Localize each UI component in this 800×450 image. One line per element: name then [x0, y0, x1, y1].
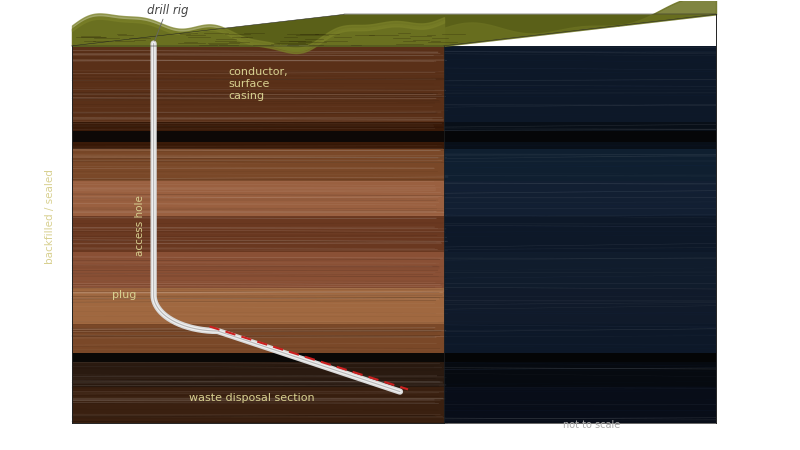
Polygon shape [444, 387, 716, 423]
Polygon shape [444, 131, 716, 142]
Polygon shape [444, 216, 716, 252]
Polygon shape [444, 122, 716, 149]
Polygon shape [444, 288, 716, 324]
Polygon shape [72, 324, 444, 360]
Text: plug: plug [112, 290, 136, 300]
Polygon shape [72, 14, 716, 46]
Polygon shape [444, 149, 716, 180]
Polygon shape [72, 360, 444, 387]
Polygon shape [444, 324, 716, 360]
Polygon shape [444, 46, 716, 122]
Text: conductor,
surface
casing: conductor, surface casing [228, 68, 288, 100]
Text: access hole: access hole [135, 195, 145, 256]
Text: waste disposal section: waste disposal section [189, 393, 315, 403]
Polygon shape [72, 180, 444, 216]
Polygon shape [444, 360, 716, 387]
Polygon shape [72, 216, 444, 252]
Polygon shape [444, 252, 716, 288]
Text: drill rig: drill rig [147, 4, 189, 17]
Polygon shape [72, 387, 444, 423]
Text: not to scale: not to scale [563, 420, 621, 430]
Polygon shape [72, 46, 444, 122]
Polygon shape [444, 353, 716, 362]
Polygon shape [72, 122, 444, 149]
Polygon shape [444, 180, 716, 216]
Polygon shape [72, 288, 444, 324]
Text: backfilled / sealed: backfilled / sealed [45, 169, 54, 264]
Polygon shape [72, 149, 444, 180]
Polygon shape [72, 353, 444, 362]
Polygon shape [72, 252, 444, 288]
Polygon shape [72, 131, 444, 142]
